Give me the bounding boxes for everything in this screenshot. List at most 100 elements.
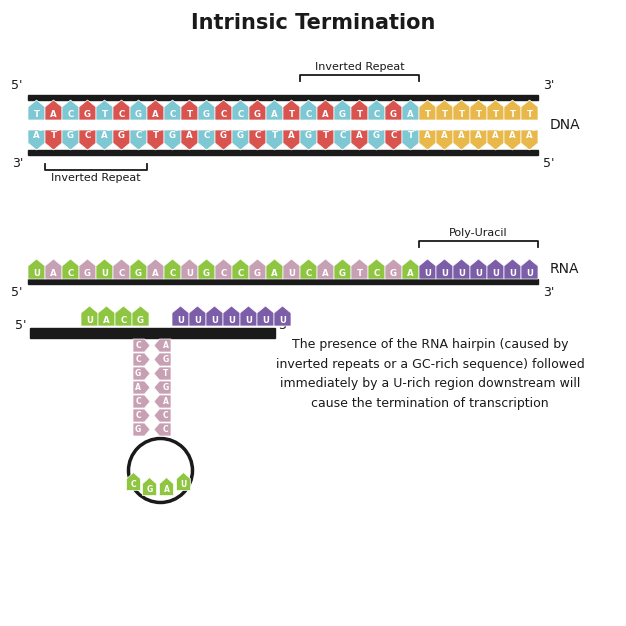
Text: A: A [163, 485, 170, 494]
Polygon shape [98, 306, 115, 326]
Text: T: T [424, 110, 431, 119]
Polygon shape [164, 130, 181, 150]
Text: A: A [424, 131, 431, 140]
Polygon shape [81, 306, 98, 326]
Polygon shape [232, 100, 249, 120]
Polygon shape [419, 100, 436, 120]
Text: G: G [169, 131, 176, 140]
Text: C: C [203, 131, 210, 140]
Text: T: T [458, 110, 464, 119]
Polygon shape [96, 100, 113, 120]
Text: T: T [493, 110, 498, 119]
Text: C: C [85, 131, 91, 140]
Polygon shape [113, 130, 130, 150]
Bar [30, 333, 275, 338]
Polygon shape [266, 130, 283, 150]
Polygon shape [232, 259, 249, 279]
Text: T: T [153, 131, 158, 140]
Polygon shape [154, 353, 171, 366]
Text: A: A [288, 131, 295, 140]
Text: A: A [492, 131, 499, 140]
Text: G: G [137, 316, 144, 325]
Text: G: G [237, 131, 244, 140]
Polygon shape [154, 367, 171, 380]
Circle shape [128, 438, 193, 503]
Text: T: T [356, 269, 362, 278]
Polygon shape [154, 423, 171, 436]
Text: Inverted Repeat: Inverted Repeat [51, 173, 141, 183]
Text: G: G [84, 269, 91, 278]
Text: G: G [163, 383, 169, 392]
Polygon shape [133, 395, 150, 408]
Polygon shape [215, 100, 232, 120]
Polygon shape [28, 259, 45, 279]
Polygon shape [96, 130, 113, 150]
Text: U: U [492, 269, 499, 278]
Text: G: G [118, 131, 125, 140]
Polygon shape [130, 100, 147, 120]
Polygon shape [45, 130, 62, 150]
Text: A: A [186, 131, 193, 140]
Text: C: C [220, 269, 227, 278]
Polygon shape [223, 306, 240, 326]
Text: C: C [339, 131, 346, 140]
Text: A: A [526, 131, 533, 140]
Text: U: U [288, 269, 295, 278]
Text: G: G [390, 110, 397, 119]
Text: C: C [135, 411, 141, 420]
Text: 3': 3' [278, 319, 289, 332]
Polygon shape [130, 259, 147, 279]
Text: C: C [120, 316, 126, 325]
Polygon shape [266, 100, 283, 120]
Polygon shape [189, 306, 206, 326]
Text: G: G [135, 369, 141, 378]
Text: A: A [101, 131, 108, 140]
Polygon shape [96, 259, 113, 279]
Text: C: C [118, 269, 125, 278]
Polygon shape [164, 259, 181, 279]
Text: T: T [51, 131, 56, 140]
Polygon shape [113, 100, 130, 120]
Polygon shape [521, 100, 538, 120]
Text: T: T [34, 110, 39, 119]
Polygon shape [232, 130, 249, 150]
Polygon shape [317, 100, 334, 120]
Text: A: A [322, 269, 329, 278]
Polygon shape [198, 259, 215, 279]
Text: T: T [163, 369, 168, 378]
Text: U: U [194, 316, 201, 325]
Polygon shape [436, 259, 453, 279]
Polygon shape [79, 259, 96, 279]
Polygon shape [402, 100, 419, 120]
Text: A: A [356, 131, 363, 140]
Text: 5': 5' [16, 319, 27, 332]
Text: U: U [180, 480, 187, 489]
Text: C: C [373, 110, 379, 119]
Polygon shape [402, 259, 419, 279]
Polygon shape [521, 130, 538, 150]
Text: A: A [103, 316, 110, 325]
Text: RNA: RNA [550, 262, 580, 276]
Polygon shape [164, 100, 181, 120]
Text: G: G [220, 131, 227, 140]
Polygon shape [385, 130, 402, 150]
Text: 5': 5' [11, 79, 23, 92]
Polygon shape [334, 100, 351, 120]
Text: G: G [254, 269, 261, 278]
Text: C: C [118, 110, 125, 119]
Text: A: A [509, 131, 516, 140]
Polygon shape [181, 259, 198, 279]
Text: T: T [408, 131, 414, 140]
Text: A: A [152, 110, 159, 119]
Polygon shape [487, 130, 504, 150]
Text: C: C [68, 269, 74, 278]
Bar [30, 328, 275, 333]
Polygon shape [521, 259, 538, 279]
Polygon shape [198, 100, 215, 120]
Polygon shape [453, 259, 470, 279]
Polygon shape [143, 478, 156, 496]
Text: T: T [272, 131, 277, 140]
Text: A: A [458, 131, 465, 140]
Polygon shape [160, 478, 173, 496]
Polygon shape [300, 100, 317, 120]
